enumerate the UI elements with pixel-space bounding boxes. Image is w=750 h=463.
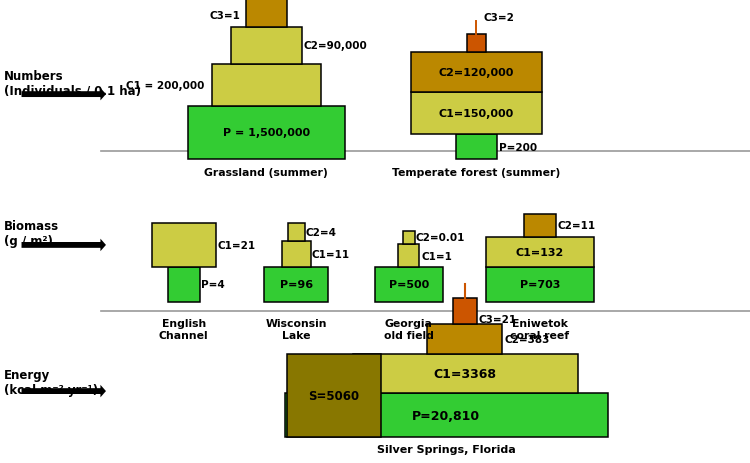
Bar [285,394,608,438]
Text: C3=1: C3=1 [209,11,240,21]
Text: C1=150,000: C1=150,000 [439,108,514,119]
Text: P=96: P=96 [280,280,313,289]
Text: C2=383: C2=383 [505,334,550,344]
Bar [245,0,286,28]
Text: P=500: P=500 [388,280,429,289]
Text: Georgia
old field: Georgia old field [384,319,433,340]
Bar [524,215,556,237]
Bar [375,267,442,302]
Bar [486,237,594,267]
Bar [486,267,594,302]
Text: Eniwetok
coral reef: Eniwetok coral reef [511,319,569,340]
Text: Silver Springs, Florida: Silver Springs, Florida [376,444,516,455]
Bar [282,242,310,267]
Text: C2=11: C2=11 [557,221,596,231]
Text: Numbers
(Individuals / 0.1 ha): Numbers (Individuals / 0.1 ha) [4,69,141,97]
Bar [427,324,502,354]
Text: C3=2: C3=2 [484,13,514,23]
Text: C2=90,000: C2=90,000 [304,41,368,51]
Text: C3=21: C3=21 [478,314,517,325]
Bar [398,245,419,267]
Bar [453,299,477,324]
Text: C1=21: C1=21 [217,240,256,250]
Text: P = 1,500,000: P = 1,500,000 [223,128,310,138]
Bar [152,223,216,267]
Text: P=200: P=200 [499,142,537,152]
Text: Grassland (summer): Grassland (summer) [204,168,328,178]
Text: C2=120,000: C2=120,000 [439,68,514,78]
Text: Wisconsin
Lake: Wisconsin Lake [266,319,327,340]
Bar [352,354,578,394]
Text: S=5060: S=5060 [308,389,359,402]
Text: P=4: P=4 [201,280,225,290]
Text: C1=1: C1=1 [422,251,452,261]
Bar [231,28,302,65]
Text: Energy
(kcal m⁻² yr⁻¹): Energy (kcal m⁻² yr⁻¹) [4,368,98,396]
Bar [188,106,345,160]
Text: C2=4: C2=4 [306,227,337,238]
Bar [288,223,304,242]
Text: C1=132: C1=132 [516,247,564,257]
Bar [168,267,200,302]
Text: P=703: P=703 [520,280,560,289]
Text: Temperate forest (summer): Temperate forest (summer) [392,168,560,178]
Bar [211,65,321,106]
Text: Biomass
(g / m²): Biomass (g / m²) [4,220,58,248]
Bar [411,53,542,93]
Text: C1 = 200,000: C1 = 200,000 [126,81,204,91]
Text: C1=3368: C1=3368 [433,367,496,381]
Text: C2=0.01: C2=0.01 [416,233,465,243]
Bar [456,134,497,160]
Bar [264,267,328,302]
Text: C1=11: C1=11 [312,250,350,260]
Bar [466,35,486,53]
Text: P=20,810: P=20,810 [413,409,480,422]
Bar [403,231,415,245]
Bar [411,93,542,134]
Text: English
Channel: English Channel [159,319,209,340]
Bar [286,354,381,438]
